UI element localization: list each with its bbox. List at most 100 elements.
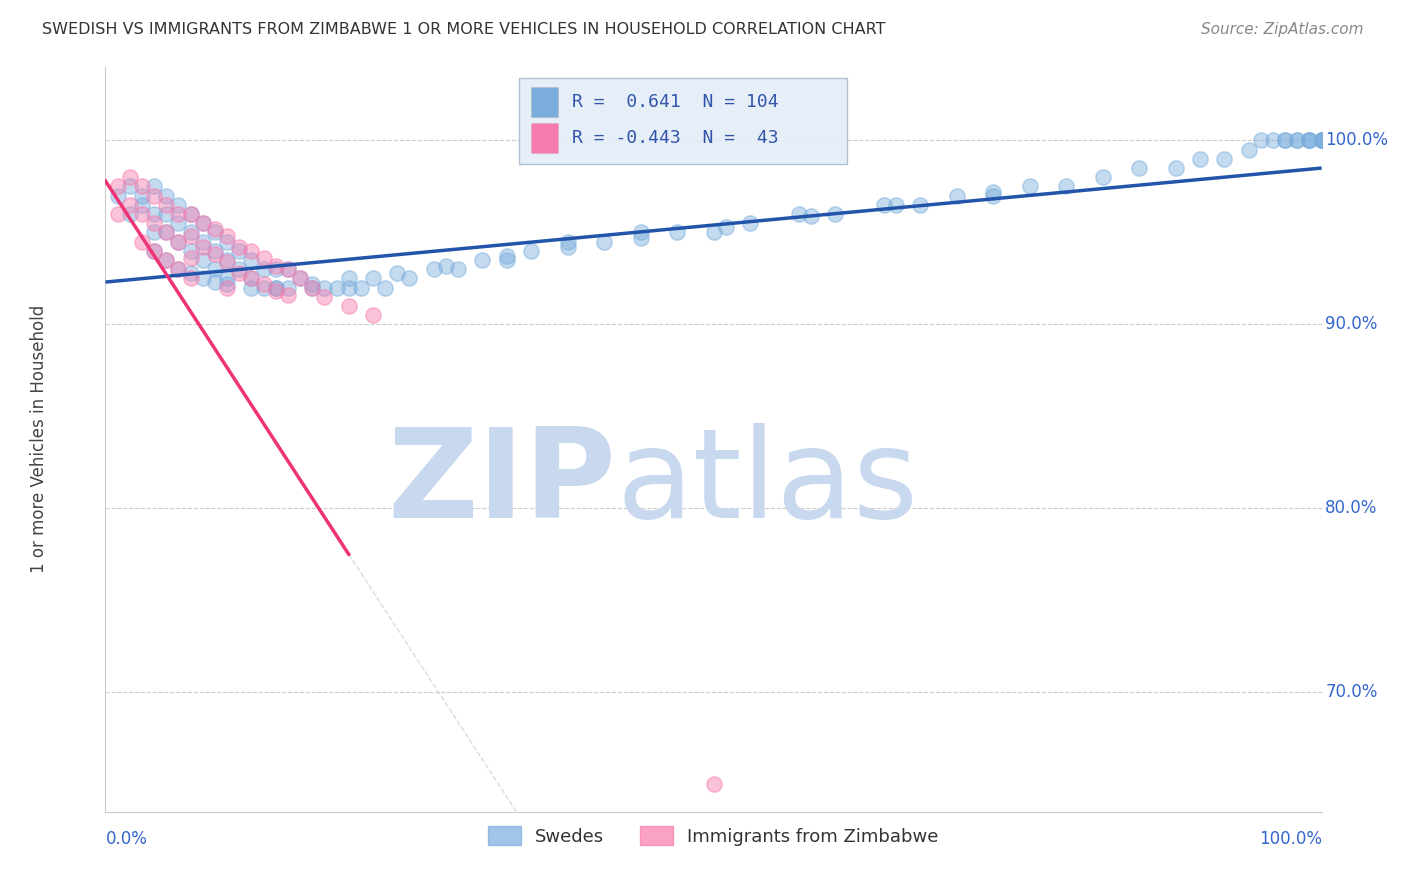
Point (180, 229, 202, 244)
Point (107, 188, 129, 202)
Text: 0.0%: 0.0% (105, 830, 148, 848)
Point (714, 219, 737, 234)
Point (1091, 170, 1114, 185)
Point (520, 244, 543, 258)
Point (143, 207, 166, 221)
Point (180, 266, 202, 280)
Point (167, 235, 190, 249)
Point (264, 262, 287, 277)
Point (180, 226, 202, 240)
Point (738, 216, 761, 230)
Point (180, 251, 202, 265)
Point (131, 235, 153, 249)
Point (204, 275, 226, 289)
Point (155, 252, 177, 267)
Point (191, 252, 214, 267)
Point (471, 252, 494, 267)
Point (155, 198, 177, 212)
Point (447, 262, 470, 277)
Point (252, 251, 274, 265)
Point (1298, 133, 1320, 147)
Point (593, 235, 616, 249)
Point (118, 179, 141, 194)
Point (423, 262, 446, 277)
Point (167, 207, 190, 221)
Point (228, 262, 250, 277)
Point (981, 185, 1004, 199)
Point (155, 207, 177, 221)
Point (1310, 133, 1333, 147)
Point (873, 198, 896, 212)
Point (1286, 133, 1309, 147)
Point (180, 271, 202, 285)
Point (264, 259, 287, 273)
Point (143, 226, 166, 240)
Point (252, 262, 274, 277)
Point (1261, 133, 1284, 147)
Point (155, 226, 177, 240)
Point (180, 207, 202, 221)
Point (228, 266, 250, 280)
Point (143, 188, 166, 202)
Text: ZIP: ZIP (388, 424, 616, 544)
Point (702, 226, 725, 240)
Text: 80.0%: 80.0% (1326, 500, 1378, 517)
Point (131, 179, 153, 194)
Point (277, 280, 299, 294)
Bar (531, 87, 558, 117)
Point (277, 262, 299, 277)
Point (217, 271, 239, 285)
Point (277, 262, 299, 277)
Point (217, 252, 239, 267)
Point (325, 280, 347, 294)
Point (1128, 161, 1150, 175)
Legend: Swedes, Immigrants from Zimbabwe: Swedes, Immigrants from Zimbabwe (479, 817, 948, 855)
Point (630, 231, 652, 245)
Point (361, 308, 384, 322)
Point (131, 198, 153, 212)
Point (204, 247, 226, 261)
Point (314, 290, 336, 304)
Point (180, 207, 202, 221)
Point (495, 249, 517, 263)
Point (143, 179, 166, 194)
Text: R = -0.443  N =  43: R = -0.443 N = 43 (572, 128, 779, 146)
Point (434, 259, 457, 273)
Point (217, 229, 239, 244)
Point (228, 240, 250, 254)
Point (337, 280, 360, 294)
Point (143, 244, 166, 258)
Point (884, 198, 907, 212)
Point (1054, 179, 1077, 194)
Point (191, 235, 214, 249)
Point (131, 207, 153, 221)
Point (1298, 133, 1320, 147)
Point (217, 277, 239, 291)
Point (191, 216, 214, 230)
Point (264, 280, 287, 294)
Point (374, 280, 396, 294)
Point (495, 252, 517, 267)
Point (1310, 133, 1333, 147)
FancyBboxPatch shape (519, 78, 848, 164)
Point (1164, 161, 1187, 175)
Point (557, 235, 579, 249)
Bar (531, 123, 558, 153)
Point (1310, 133, 1333, 147)
Point (1237, 143, 1260, 157)
Point (945, 188, 967, 202)
Point (666, 226, 689, 240)
Point (204, 244, 226, 258)
Point (167, 235, 190, 249)
Point (252, 277, 274, 291)
Text: R =  0.641  N = 104: R = 0.641 N = 104 (572, 93, 779, 111)
Point (264, 285, 287, 299)
Point (131, 188, 153, 202)
Point (800, 209, 823, 223)
Point (155, 226, 177, 240)
Point (217, 280, 239, 294)
Point (288, 271, 311, 285)
Point (240, 271, 263, 285)
Point (204, 262, 226, 277)
Point (204, 226, 226, 240)
